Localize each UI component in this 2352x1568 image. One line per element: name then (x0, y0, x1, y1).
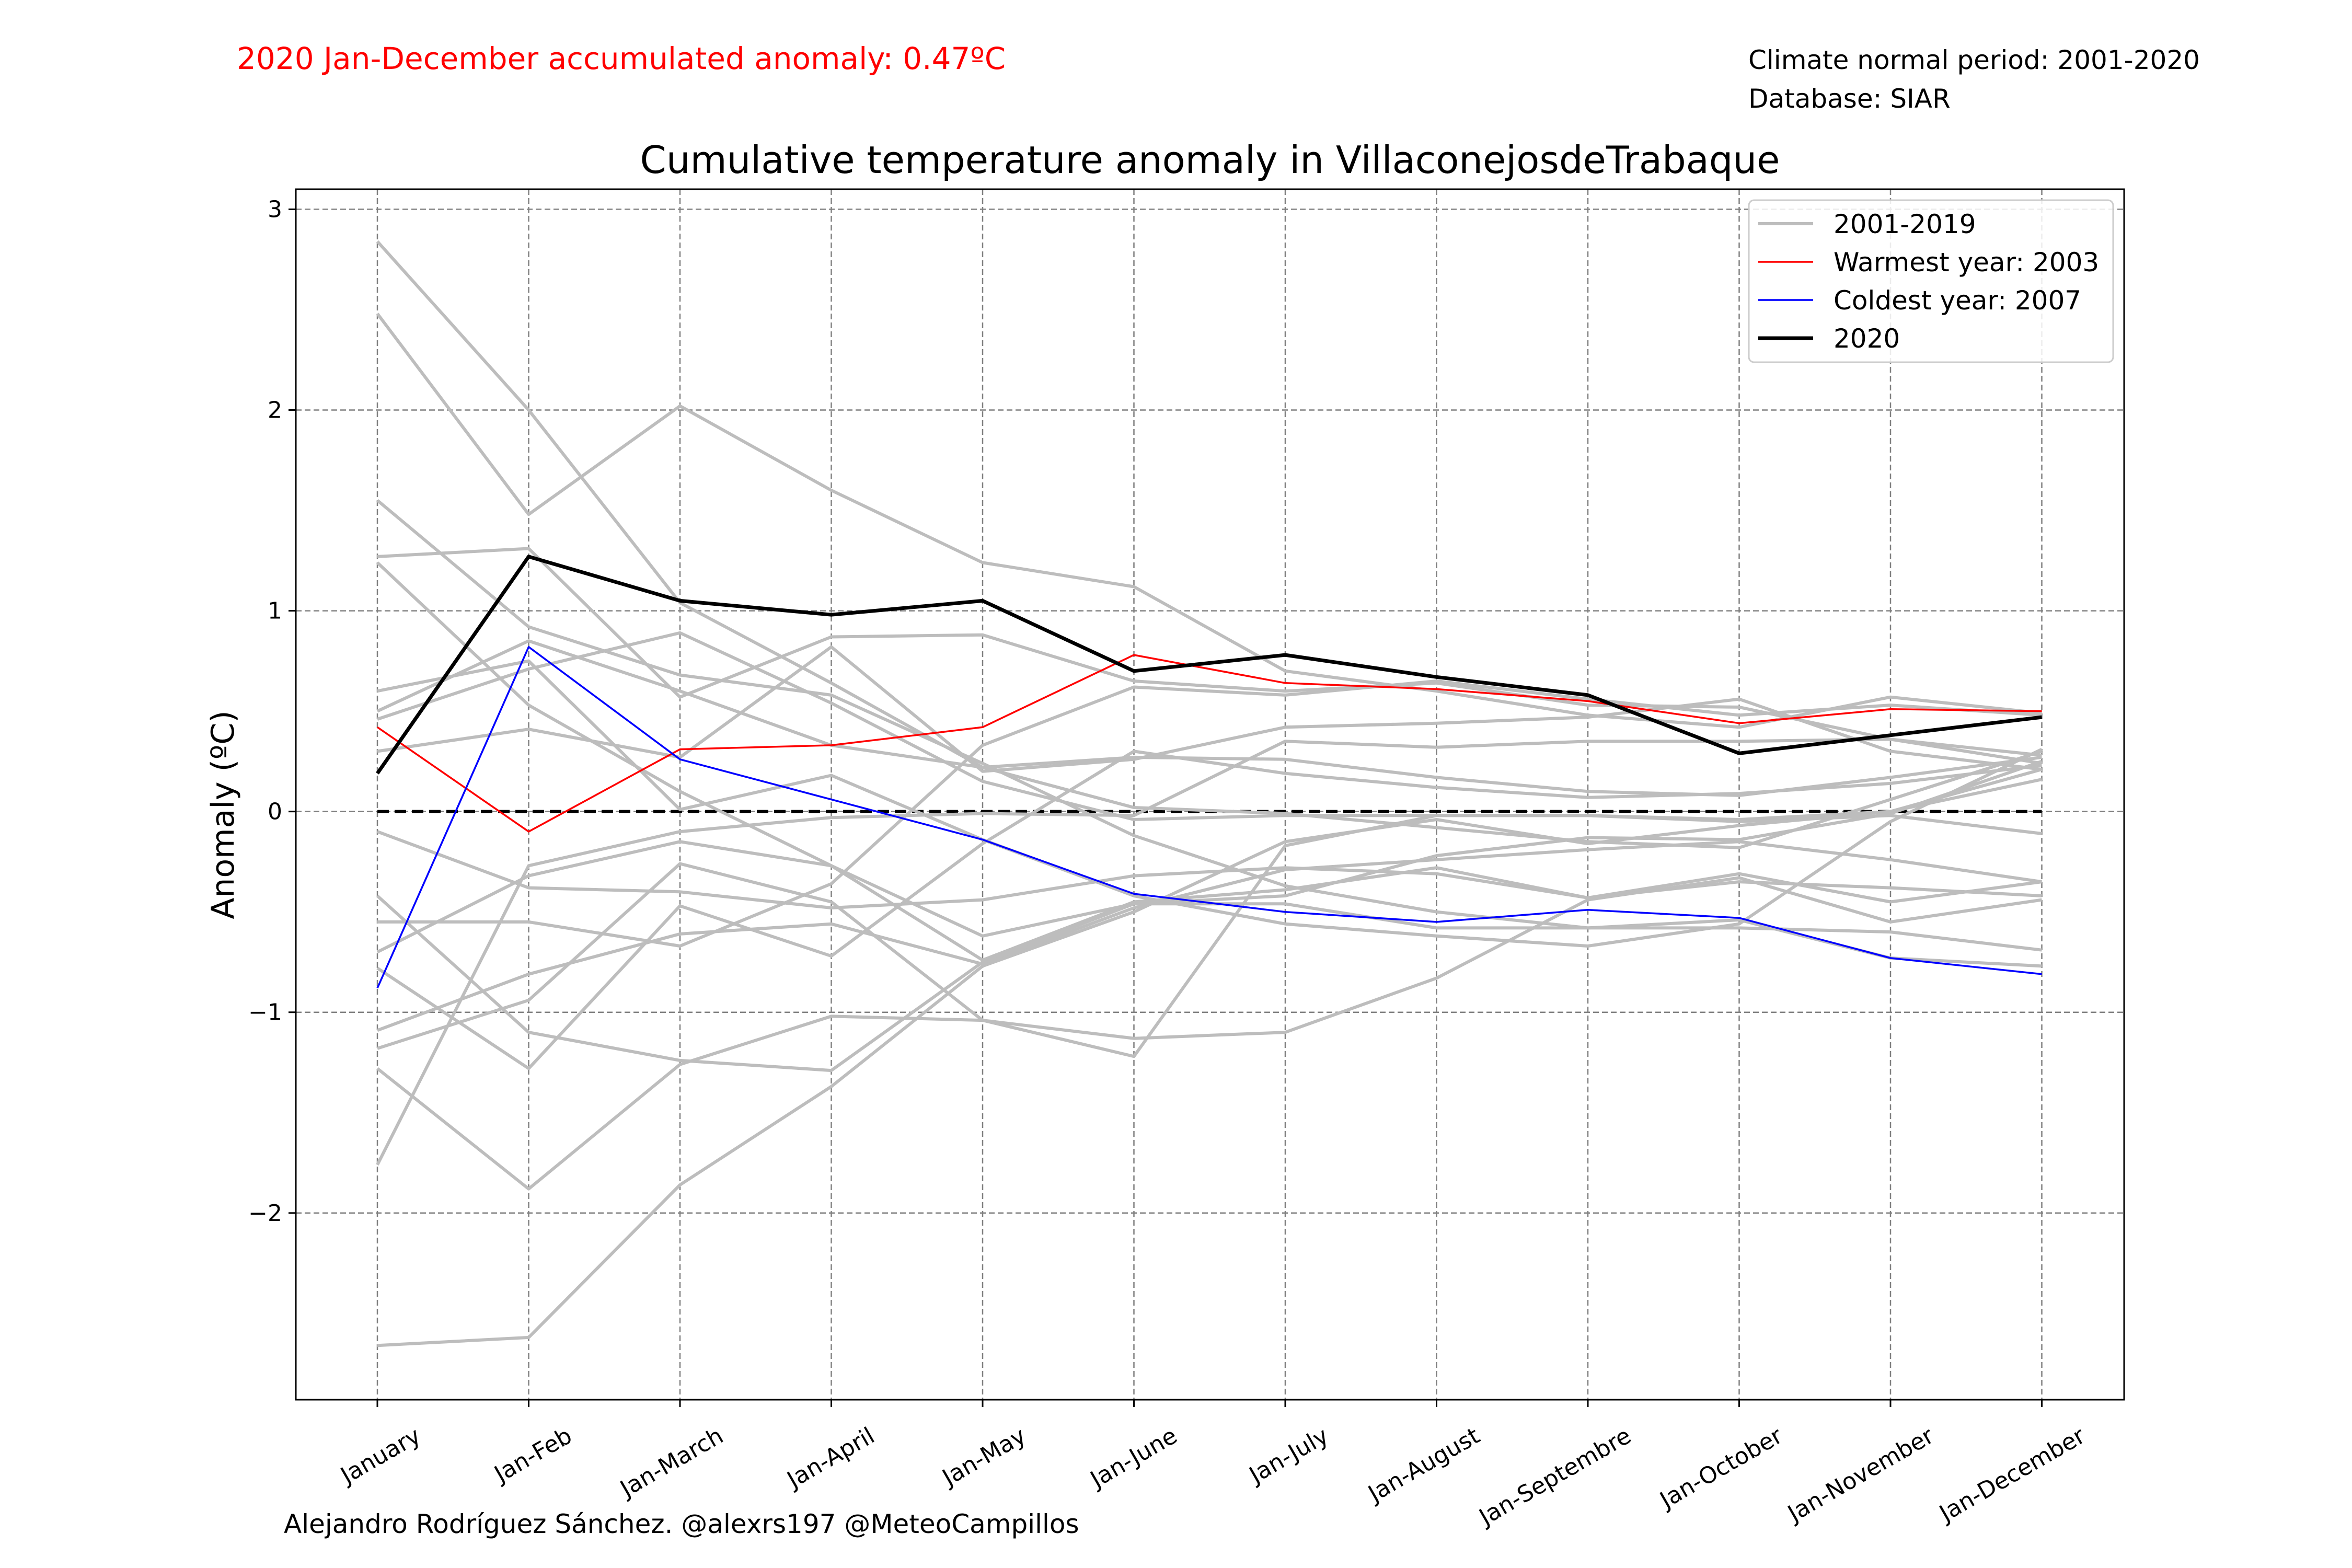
x-tick-label: Jan-May (937, 1422, 1030, 1492)
x-tick-label: Jan-Septembre (1473, 1422, 1635, 1531)
background-year-line (376, 876, 2042, 1191)
legend-label-background: 2001-2019 (1834, 209, 1976, 239)
background-year-line (377, 768, 2043, 1058)
y-tick-label: 3 (268, 196, 282, 223)
x-tick-label: Jan-December (1934, 1422, 2090, 1528)
background-year-line (376, 499, 2042, 968)
x-tick-label: Jan-August (1363, 1422, 1484, 1508)
x-tick-label: Jan-November (1782, 1422, 1939, 1528)
y-axis-label: Anomaly (ºC) (205, 710, 241, 919)
legend-label-coldest: Coldest year: 2007 (1834, 285, 2081, 316)
background-year-line (376, 639, 2042, 797)
background-year-line (376, 830, 2042, 909)
background-year-line (376, 240, 2043, 849)
footer-credit: Alejandro Rodríguez Sánchez. @alexrs197 … (284, 1509, 1079, 1539)
chart-title: Cumulative temperature anomaly in Villac… (640, 138, 1780, 182)
plot-frame (295, 188, 2125, 1401)
background-year-line (377, 645, 2042, 773)
background-year-line (377, 659, 2043, 948)
coldest-year-line (376, 645, 2042, 989)
x-tick-label: Jan-July (1243, 1422, 1333, 1489)
plot-series (376, 240, 2043, 1347)
legend-box (1748, 199, 2114, 363)
background-year-line (376, 313, 2042, 729)
x-tick-label: January (335, 1422, 425, 1490)
background-year-line (377, 631, 2042, 835)
x-tick-label: Jan-Feb (489, 1422, 577, 1488)
y-tick-label: 2 (268, 397, 282, 423)
y-tick-label: 1 (268, 598, 282, 625)
background-year-line (377, 778, 2043, 1347)
legend: 2001-2019 Warmest year: 2003 Coldest yea… (1748, 199, 2114, 363)
legend-label-current: 2020 (1834, 324, 1900, 354)
y-tick-label: 0 (268, 799, 282, 825)
axis-ticks: January Jan-Feb Jan-March Jan-April Jan-May J… (248, 196, 2090, 1531)
legend-label-warmest: Warmest year: 2003 (1834, 247, 2099, 278)
current-year-line (376, 555, 2042, 775)
x-tick-label: Jan-March (615, 1422, 728, 1503)
background-year-line (376, 840, 2042, 1032)
background-year-line (376, 759, 2043, 954)
database-label: Database: SIAR (1748, 84, 1951, 114)
background-year-line (376, 561, 2042, 962)
grid-lines (296, 189, 2124, 1400)
background-year-line (377, 547, 2042, 757)
x-tick-label: Jan-April (781, 1422, 879, 1494)
normal-period-label: Climate normal period: 2001-2020 (1748, 45, 2200, 75)
accumulated-anomaly-annotation: 2020 Jan-December accumulated anomaly: 0… (237, 41, 1006, 76)
warmest-year-line (377, 654, 2042, 833)
background-year-line (376, 894, 2042, 1073)
x-tick-label: Jan-October (1654, 1422, 1788, 1515)
x-tick-label: Jan-June (1085, 1422, 1182, 1494)
background-year-line (377, 679, 2042, 948)
y-tick-label: −1 (248, 999, 282, 1026)
y-tick-label: −2 (248, 1200, 282, 1227)
background-year-line (376, 737, 2042, 1166)
